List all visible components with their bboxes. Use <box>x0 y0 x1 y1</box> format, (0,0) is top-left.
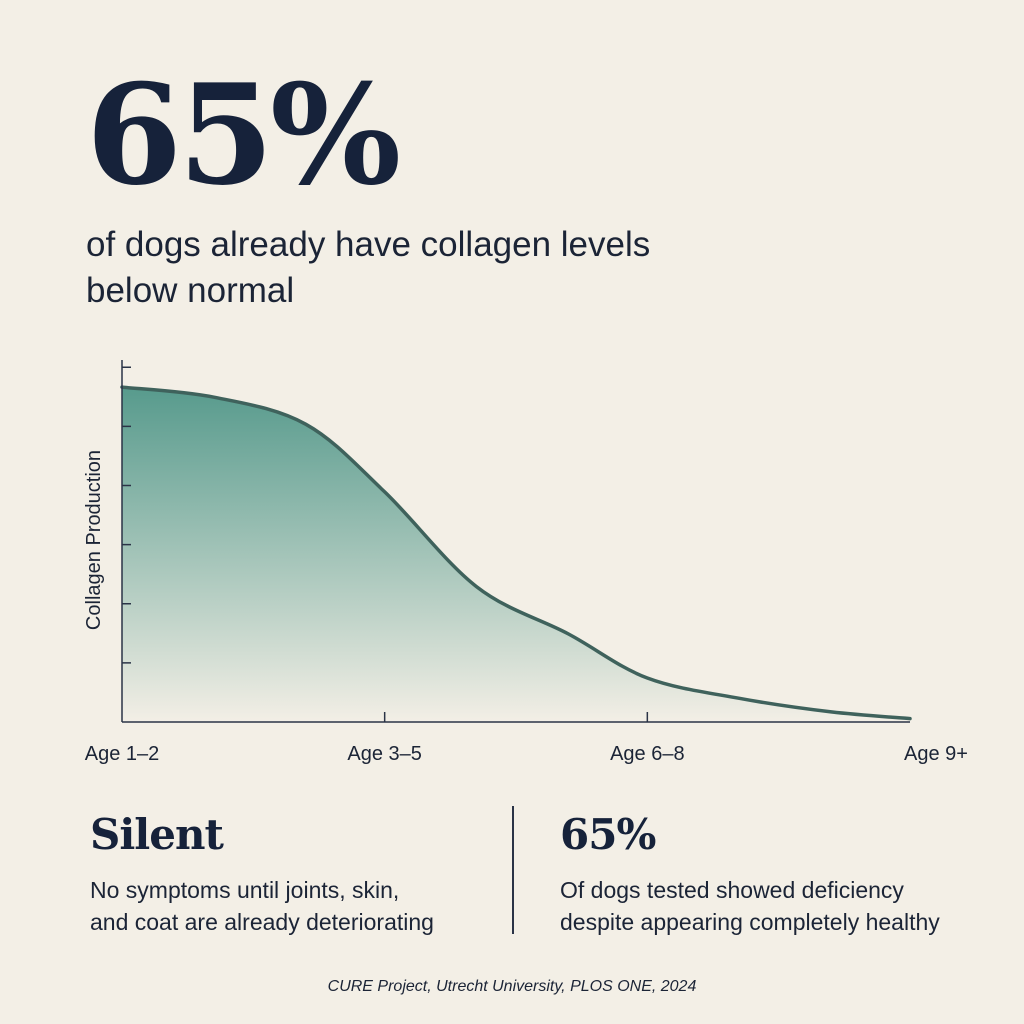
stats-divider <box>512 806 514 934</box>
source-citation: CURE Project, Utrecht University, PLOS O… <box>327 978 697 995</box>
stat-description: Of dogs tested showed deficiency despite… <box>560 874 940 938</box>
x-tick-label: Age 3–5 <box>347 743 422 765</box>
stat-block-silent: Silent No symptoms until joints, skin, a… <box>90 810 434 938</box>
stat-title: 65% <box>560 810 656 859</box>
hero-caption: of dogs already have collagen levels bel… <box>86 225 651 310</box>
x-tick-label: Age 1–2 <box>85 743 160 765</box>
collagen-curve-line <box>120 385 912 721</box>
collagen-area-chart: Age 1–2 Age 3–5 Age 6–8 Age 9+ Collagen Pro… <box>83 360 968 765</box>
stat-block-deficiency: 65% Of dogs tested showed deficiency des… <box>560 810 940 938</box>
x-tick-label: Age 9+ <box>904 743 968 765</box>
stat-description: No symptoms until joints, skin, and coat… <box>90 874 434 938</box>
hero-stat: 65% <box>86 53 401 216</box>
stat-description-line: Of dogs tested showed deficiency <box>560 877 904 903</box>
y-axis-ticks <box>122 366 131 664</box>
y-axis-label: Collagen Production <box>83 450 105 630</box>
stat-description-line: No symptoms until joints, skin, <box>90 877 400 903</box>
x-axis-ticks <box>383 712 649 722</box>
x-axis-tick-labels: Age 1–2 Age 3–5 Age 6–8 Age 9+ <box>85 743 968 765</box>
x-tick-label: Age 6–8 <box>610 743 685 765</box>
stat-description-line: and coat are already deteriorating <box>90 909 434 935</box>
stat-description-line: despite appearing completely healthy <box>560 909 940 935</box>
stat-title: Silent <box>90 810 224 859</box>
collagen-area-fill <box>122 387 910 722</box>
